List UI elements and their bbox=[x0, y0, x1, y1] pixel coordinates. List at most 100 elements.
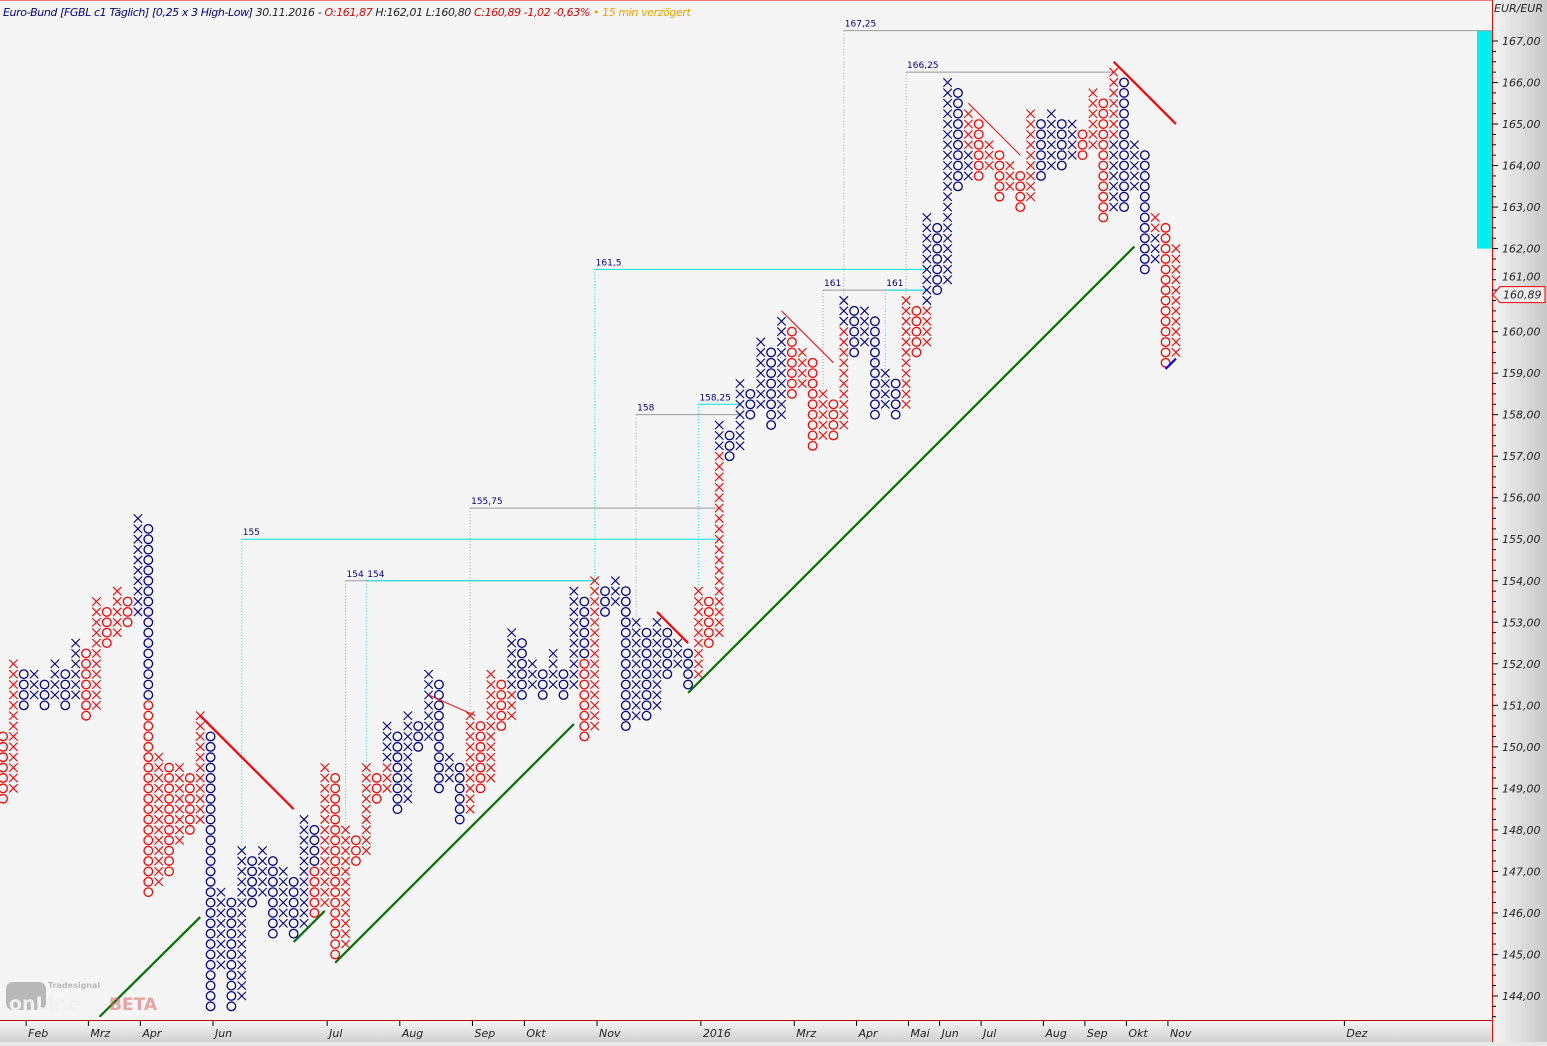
target-label: 158,25 bbox=[699, 393, 731, 403]
x-box bbox=[403, 721, 413, 731]
x-axis-panel[interactable] bbox=[0, 1020, 1492, 1043]
x-box bbox=[1109, 109, 1119, 119]
o-box bbox=[641, 648, 652, 659]
o-box bbox=[205, 824, 216, 835]
o-box bbox=[537, 689, 548, 700]
pnf-column-x bbox=[1005, 160, 1015, 191]
x-tick-label: Apr bbox=[858, 1027, 880, 1040]
pnf-column-x bbox=[29, 669, 39, 700]
x-box bbox=[216, 897, 226, 908]
o-box bbox=[1119, 160, 1129, 171]
x-box bbox=[29, 669, 39, 679]
x-box bbox=[257, 846, 268, 856]
o-box bbox=[350, 835, 361, 846]
x-tick-label: Aug bbox=[1044, 1027, 1066, 1040]
o-box bbox=[911, 316, 922, 327]
x-box bbox=[839, 410, 849, 420]
o-box bbox=[81, 710, 91, 721]
x-box bbox=[299, 918, 309, 928]
x-box bbox=[237, 887, 247, 897]
x-box bbox=[756, 389, 766, 399]
x-box bbox=[797, 378, 807, 389]
x-box bbox=[527, 659, 537, 669]
o-box bbox=[745, 409, 756, 420]
x-box bbox=[963, 171, 973, 181]
o-box bbox=[869, 409, 880, 420]
x-box bbox=[714, 513, 724, 524]
x-box bbox=[569, 586, 579, 596]
o-box bbox=[434, 752, 444, 763]
o-box bbox=[143, 534, 154, 545]
pnf-column-x bbox=[1088, 88, 1098, 150]
o-box bbox=[1160, 222, 1171, 233]
o-box bbox=[786, 326, 797, 337]
o-box bbox=[226, 918, 237, 929]
o-box bbox=[143, 835, 154, 846]
o-box bbox=[745, 388, 756, 399]
x-box bbox=[320, 856, 330, 866]
o-box bbox=[786, 388, 797, 399]
o-box bbox=[454, 783, 465, 794]
x-box bbox=[942, 181, 953, 191]
o-box bbox=[662, 627, 673, 638]
o-box bbox=[1098, 129, 1109, 140]
y-tick-label: 166,00 bbox=[1502, 77, 1541, 90]
o-box bbox=[392, 752, 403, 763]
x-box bbox=[569, 628, 579, 638]
o-box bbox=[205, 887, 216, 898]
x-box bbox=[8, 742, 18, 752]
o-box bbox=[932, 285, 943, 296]
o-box bbox=[786, 378, 797, 389]
x-box bbox=[340, 825, 351, 835]
o-box bbox=[226, 959, 237, 970]
pnf-column-x bbox=[880, 368, 890, 409]
x-box bbox=[1026, 160, 1036, 171]
o-box bbox=[1098, 98, 1109, 109]
x-box bbox=[237, 908, 247, 918]
x-box bbox=[299, 908, 309, 918]
x-box bbox=[237, 980, 247, 991]
x-box bbox=[320, 866, 330, 876]
x-box bbox=[154, 846, 164, 856]
x-box bbox=[631, 711, 641, 721]
y-tick-label: 162,00 bbox=[1502, 243, 1541, 256]
pnf-column-o bbox=[953, 87, 963, 192]
x-box bbox=[859, 316, 870, 326]
o-box bbox=[60, 689, 71, 700]
o-box bbox=[683, 658, 694, 669]
y-tick-label: 148,00 bbox=[1502, 824, 1541, 837]
x-box bbox=[112, 607, 122, 617]
pnf-column-x bbox=[942, 77, 953, 285]
pnf-column-x bbox=[1129, 140, 1140, 191]
x-box bbox=[590, 700, 600, 710]
pnf-column-o bbox=[745, 388, 756, 420]
pnf-column-o bbox=[849, 305, 860, 358]
o-box bbox=[330, 897, 341, 908]
o-box bbox=[39, 700, 50, 711]
o-box bbox=[143, 793, 154, 804]
x-box bbox=[1109, 67, 1119, 77]
y-axis-panel[interactable] bbox=[1492, 0, 1547, 1046]
x-box bbox=[714, 534, 724, 544]
x-box bbox=[237, 846, 247, 856]
x-box bbox=[174, 794, 185, 804]
x-box bbox=[1109, 192, 1119, 202]
pnf-column-x bbox=[8, 659, 18, 793]
x-tick-label: Okt bbox=[526, 1027, 546, 1040]
x-box bbox=[1046, 129, 1056, 140]
x-box bbox=[569, 638, 579, 648]
x-box bbox=[320, 783, 330, 793]
o-box bbox=[330, 793, 341, 804]
x-box bbox=[91, 607, 102, 617]
x-box bbox=[839, 420, 849, 430]
o-box bbox=[1160, 285, 1171, 296]
o-box bbox=[579, 689, 590, 700]
x-box bbox=[1088, 88, 1098, 98]
o-box bbox=[475, 783, 486, 794]
o-box bbox=[869, 368, 880, 379]
y-tick-label: 156,00 bbox=[1502, 492, 1541, 505]
x-tick-label: Mrz bbox=[90, 1027, 110, 1040]
o-box bbox=[143, 669, 154, 680]
x-box bbox=[714, 482, 724, 492]
